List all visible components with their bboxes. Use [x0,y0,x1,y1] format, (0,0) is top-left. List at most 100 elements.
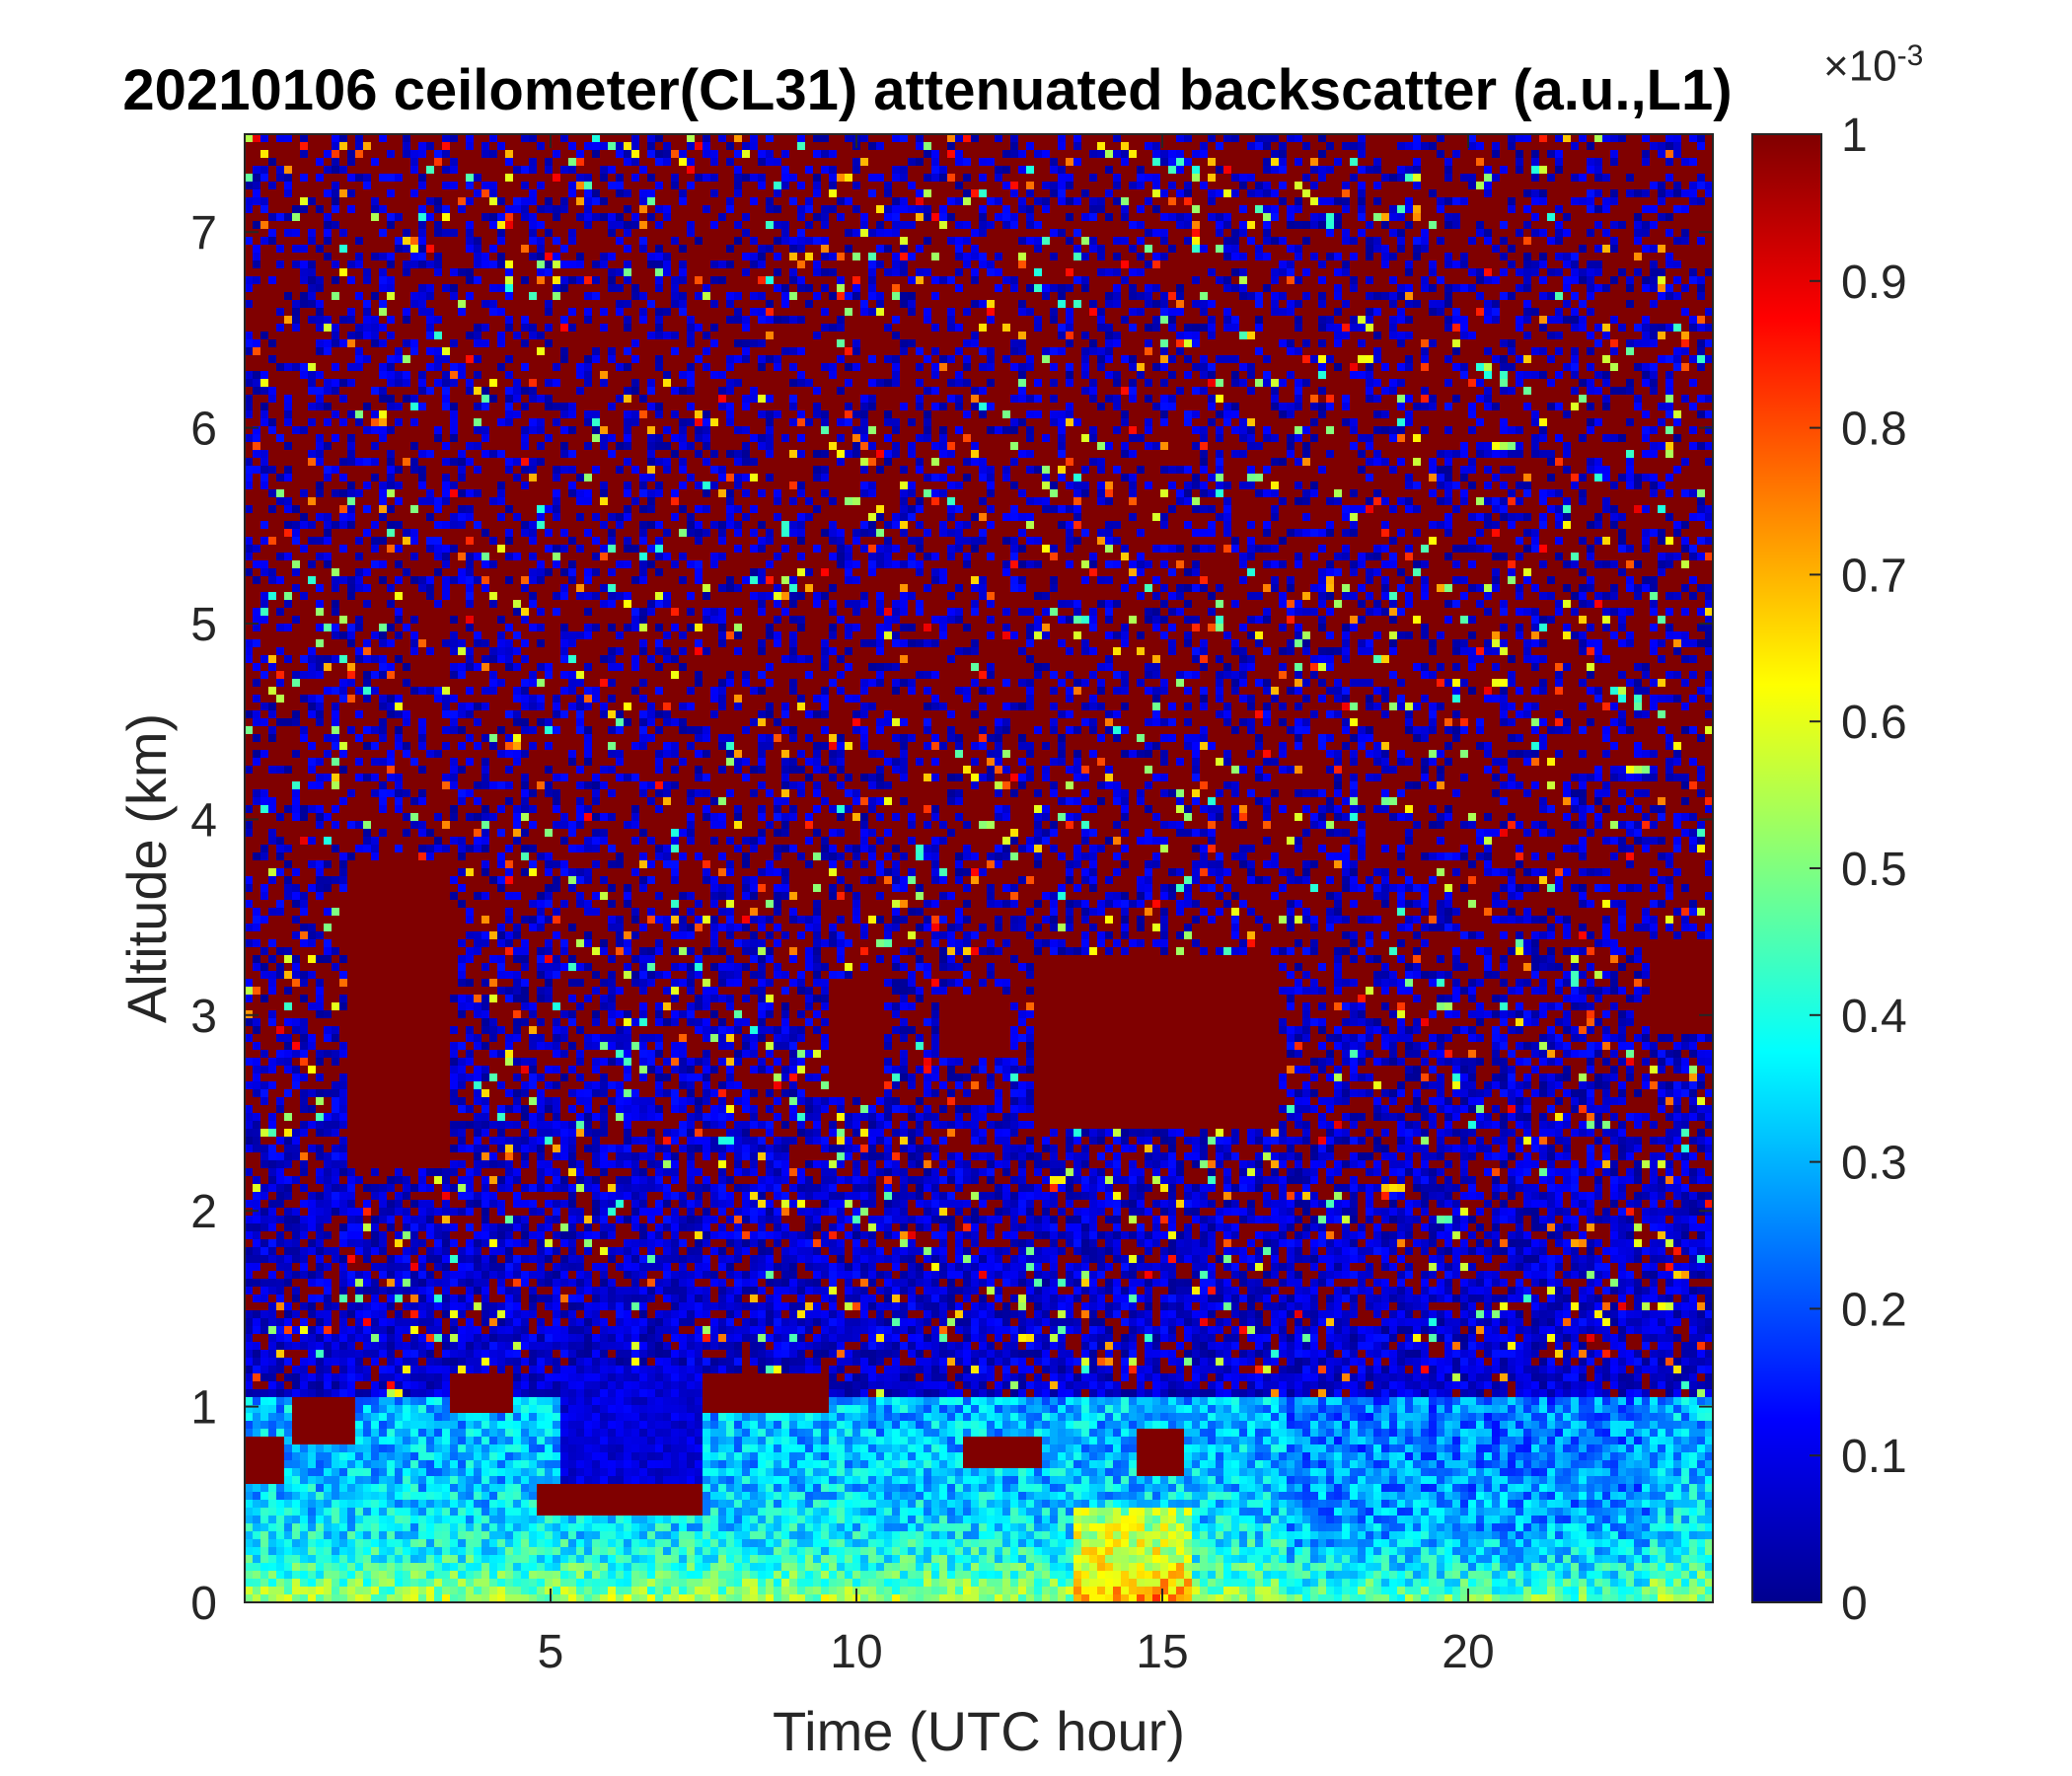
heatmap-cell [560,174,568,182]
heatmap-cell [324,197,332,205]
heatmap-cell [576,142,584,150]
heatmap-cell [537,324,545,332]
heatmap-cell [963,205,971,213]
heatmap-cell [1050,339,1058,347]
heatmap-cell [1066,316,1073,324]
heatmap-cell [1381,134,1389,142]
heatmap-cell [1145,197,1152,205]
heatmap-cell [410,324,418,332]
heatmap-cell [797,316,805,324]
heatmap-cell [1571,229,1579,237]
heatmap-cell [1658,253,1665,260]
heatmap-cell [1295,284,1302,292]
heatmap-cell [971,189,979,197]
heatmap-cell [497,316,505,324]
heatmap-cell [916,316,924,324]
heatmap-cell [766,245,774,253]
heatmap-cell [347,253,355,260]
heatmap-cell [466,276,474,284]
heatmap-cell [908,182,916,189]
heatmap-cell [1460,134,1468,142]
heatmap-cell [1516,332,1523,339]
heatmap-cell [1634,276,1642,284]
heatmap-cell [1208,134,1216,142]
heatmap-cell [1405,221,1413,229]
heatmap-cell [734,182,742,189]
heatmap-cell [1231,229,1239,237]
heatmap-cell [718,300,726,308]
heatmap-cell [1342,308,1350,316]
heatmap-cell [852,292,860,300]
heatmap-cell [1626,182,1634,189]
heatmap-cell [1334,205,1342,213]
heatmap-cell [1681,237,1689,245]
heatmap-cell [639,284,647,292]
heatmap-cell [679,134,687,142]
heatmap-cell [1216,292,1223,300]
heatmap-cell [876,300,884,308]
heatmap-cell [639,276,647,284]
heatmap-cell [1302,308,1310,316]
heatmap-cell [458,134,466,142]
heatmap-cell [1081,308,1089,316]
heatmap-cell [1705,332,1713,339]
heatmap-cell [687,134,695,142]
heatmap-cell [576,221,584,229]
heatmap-cell [497,229,505,237]
heatmap-cell [900,221,908,229]
heatmap-cell [774,268,781,276]
heatmap-cell [1350,300,1358,308]
heatmap-cell [1555,237,1563,245]
heatmap-cell [332,150,339,158]
heatmap-cell [1034,245,1042,253]
heatmap-cell [726,182,734,189]
heatmap-cell [592,260,600,268]
heatmap-cell [860,174,868,182]
heatmap-cell [1042,197,1050,205]
heatmap-cell [1255,308,1263,316]
heatmap-cell [308,229,316,237]
heatmap-cell [884,245,892,253]
heatmap-cell [813,324,821,332]
heatmap-cell [931,142,939,150]
heatmap-cell [1184,316,1192,324]
heatmap-cell [418,276,426,284]
heatmap-cell [410,245,418,253]
heatmap-cell [568,189,576,197]
heatmap-cell [1460,268,1468,276]
heatmap-cell [1508,316,1516,324]
heatmap-cell [750,205,758,213]
heatmap-cell [1192,237,1200,245]
heatmap-cell [1602,229,1610,237]
heatmap-cell [1563,213,1571,221]
heatmap-cell [1689,182,1697,189]
heatmap-cell [245,189,253,197]
heatmap-cell [410,182,418,189]
heatmap-cell [781,182,789,189]
heatmap-cell [284,213,292,221]
heatmap-cell [1216,300,1223,308]
heatmap-cell [434,142,442,150]
heatmap-cell [876,268,884,276]
heatmap-cell [1129,197,1137,205]
heatmap-cell [710,205,718,213]
heatmap-cell [939,142,947,150]
heatmap-cell [1389,237,1397,245]
heatmap-cell [1547,316,1555,324]
heatmap-cell [1626,150,1634,158]
heatmap-cell [1508,292,1516,300]
heatmap-cell [1152,213,1160,221]
heatmap-cell [1531,253,1539,260]
heatmap-cell [316,205,324,213]
heatmap-cell [995,205,1002,213]
heatmap-cell [1452,324,1460,332]
heatmap-cell [1137,324,1145,332]
heatmap-cell [1405,300,1413,308]
heatmap-cell [1618,245,1626,253]
heatmap-cell [1650,182,1658,189]
heatmap-cell [1089,237,1097,245]
heatmap-cell [1073,284,1081,292]
heatmap-cell [979,221,987,229]
heatmap-cell [647,182,655,189]
heatmap-cell [1160,339,1168,347]
